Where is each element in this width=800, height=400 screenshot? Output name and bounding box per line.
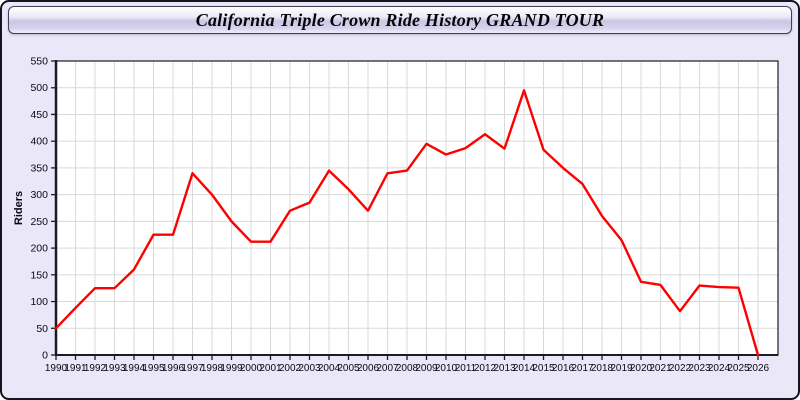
x-tick-label: 2004 bbox=[318, 363, 341, 374]
x-tick-label: 2014 bbox=[513, 363, 536, 374]
y-tick-label: 150 bbox=[30, 269, 48, 281]
riders-line-series bbox=[54, 89, 760, 357]
x-tick-label: 2013 bbox=[493, 363, 516, 374]
x-tick-label: 1996 bbox=[162, 363, 185, 374]
x-tick-label: 2010 bbox=[435, 363, 458, 374]
y-tick-label: 500 bbox=[30, 82, 48, 94]
y-tick-label: 50 bbox=[36, 323, 48, 335]
title-bar: California Triple Crown Ride History GRA… bbox=[8, 6, 792, 34]
x-tick-label: 1993 bbox=[103, 363, 126, 374]
x-tick-label: 2016 bbox=[552, 363, 575, 374]
y-tick-label: 300 bbox=[30, 189, 48, 201]
x-tick-label: 1992 bbox=[84, 363, 107, 374]
x-tick-label: 2005 bbox=[337, 363, 360, 374]
page-title: California Triple Crown Ride History GRA… bbox=[195, 9, 605, 30]
x-tick-label: 2003 bbox=[298, 363, 321, 374]
y-tick-label: 250 bbox=[30, 216, 48, 228]
y-tick-label: 0 bbox=[42, 350, 48, 362]
x-tick-label: 1995 bbox=[142, 363, 165, 374]
x-tick-label: 2011 bbox=[455, 363, 477, 374]
x-tick-label: 2001 bbox=[259, 363, 282, 374]
x-tick-label: 2026 bbox=[747, 363, 770, 374]
x-tick-label: 1990 bbox=[45, 363, 68, 374]
y-tick-label: 550 bbox=[30, 56, 48, 68]
y-tick-label: 400 bbox=[30, 136, 48, 148]
y-tick-label: 200 bbox=[30, 243, 48, 255]
x-tick-label: 2020 bbox=[630, 363, 653, 374]
x-tick-label: 1997 bbox=[181, 363, 204, 374]
x-tick-label: 2008 bbox=[396, 363, 419, 374]
x-tick-label: 2009 bbox=[415, 363, 438, 374]
x-tick-label: 2012 bbox=[474, 363, 497, 374]
y-tick-label: 350 bbox=[30, 162, 48, 174]
x-tick-label: 2021 bbox=[649, 363, 672, 374]
x-tick-label: 2002 bbox=[279, 363, 302, 374]
x-tick-label: 2007 bbox=[376, 363, 399, 374]
x-tick-label: 2018 bbox=[591, 363, 614, 374]
x-tick-label: 2025 bbox=[727, 363, 750, 374]
x-tick-label: 2023 bbox=[688, 363, 711, 374]
y-tick-label: 100 bbox=[30, 296, 48, 308]
y-tick-label: 450 bbox=[30, 109, 48, 121]
x-tick-label: 2019 bbox=[610, 363, 633, 374]
x-tick-label: 1994 bbox=[123, 363, 146, 374]
x-tick-label: 1991 bbox=[64, 363, 87, 374]
x-tick-label: 2015 bbox=[532, 363, 555, 374]
x-tick-label: 1998 bbox=[201, 363, 224, 374]
x-tick-label: 2017 bbox=[571, 363, 594, 374]
x-tick-label: 2024 bbox=[708, 363, 731, 374]
x-tick-label: 2022 bbox=[669, 363, 692, 374]
x-tick-label: 1999 bbox=[220, 363, 243, 374]
x-tick-label: 2006 bbox=[357, 363, 380, 374]
y-axis-title: Riders bbox=[13, 191, 25, 225]
x-tick-label: 2000 bbox=[240, 363, 263, 374]
plot-area bbox=[56, 61, 778, 355]
